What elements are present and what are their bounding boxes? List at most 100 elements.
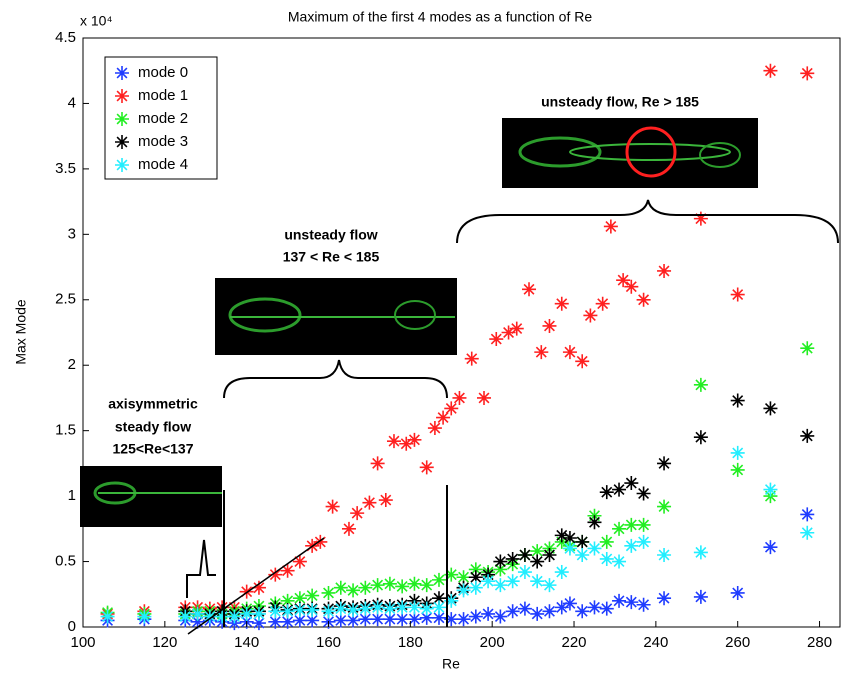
point (657, 456, 672, 471)
annotation: unsteady flow, Re > 185 (541, 94, 699, 110)
point (468, 570, 483, 585)
point (730, 393, 745, 408)
point (599, 601, 614, 616)
point (305, 602, 320, 617)
point (599, 551, 614, 566)
point (292, 613, 307, 628)
point (292, 591, 307, 606)
point (436, 410, 451, 425)
point (280, 604, 295, 619)
point (456, 612, 471, 627)
point (313, 534, 328, 549)
point (370, 612, 385, 627)
point (202, 609, 217, 624)
point (178, 609, 193, 624)
point (624, 538, 639, 553)
point (530, 554, 545, 569)
point (456, 583, 471, 598)
point (419, 601, 434, 616)
point (562, 596, 577, 611)
point (346, 583, 361, 598)
point (493, 578, 508, 593)
annotation: steady flow (115, 419, 191, 435)
point (444, 401, 459, 416)
x-tick-label: 100 (70, 634, 95, 651)
point (419, 460, 434, 475)
point (624, 595, 639, 610)
point (657, 263, 672, 278)
point (624, 517, 639, 532)
point (431, 591, 446, 606)
point (292, 554, 307, 569)
y-tick-label: 4 (68, 94, 76, 111)
x-axis-label: Re (442, 656, 460, 672)
point (100, 609, 115, 624)
x-tick-label: 220 (562, 634, 587, 651)
flow-image-top (502, 118, 758, 188)
point (612, 554, 627, 569)
point (489, 332, 504, 347)
point (505, 574, 520, 589)
point (657, 548, 672, 563)
x-tick-label: 120 (152, 634, 177, 651)
point (612, 521, 627, 536)
point (763, 63, 778, 78)
point (730, 585, 745, 600)
point (137, 609, 152, 624)
point (456, 570, 471, 585)
point (554, 528, 569, 543)
point (530, 606, 545, 621)
point (468, 609, 483, 624)
point (730, 445, 745, 460)
point (268, 614, 283, 629)
point (522, 282, 537, 297)
point (530, 574, 545, 589)
annotation: 137 < Re < 185 (283, 249, 380, 265)
point (468, 562, 483, 577)
point (493, 609, 508, 624)
point (333, 580, 348, 595)
legend-marker (115, 112, 129, 126)
point (616, 273, 631, 288)
point (636, 517, 651, 532)
point (325, 499, 340, 514)
point (382, 612, 397, 627)
point (382, 601, 397, 616)
point (251, 580, 266, 595)
y-axis-label: Max Mode (13, 299, 29, 365)
point (427, 421, 442, 436)
point (587, 600, 602, 615)
point (362, 495, 377, 510)
point (599, 534, 614, 549)
point (239, 584, 254, 599)
x-tick-label: 280 (807, 634, 832, 651)
x-tick-label: 160 (316, 634, 341, 651)
point (657, 499, 672, 514)
legend-label: mode 0 (138, 64, 188, 81)
point (386, 434, 401, 449)
legend-label: mode 1 (138, 87, 188, 104)
point (395, 612, 410, 627)
point (358, 612, 373, 627)
point (763, 540, 778, 555)
point (542, 318, 557, 333)
point (268, 567, 283, 582)
point (431, 610, 446, 625)
point (517, 565, 532, 580)
point (624, 279, 639, 294)
point (693, 211, 708, 226)
flow-image-middle (215, 278, 457, 355)
point (333, 601, 348, 616)
point (346, 602, 361, 617)
x-tick-label: 240 (643, 634, 668, 651)
point (517, 601, 532, 616)
point (399, 436, 414, 451)
point (321, 604, 336, 619)
point (587, 515, 602, 530)
point (419, 610, 434, 625)
point (481, 574, 496, 589)
point (542, 548, 557, 563)
point (562, 530, 577, 545)
point (575, 548, 590, 563)
